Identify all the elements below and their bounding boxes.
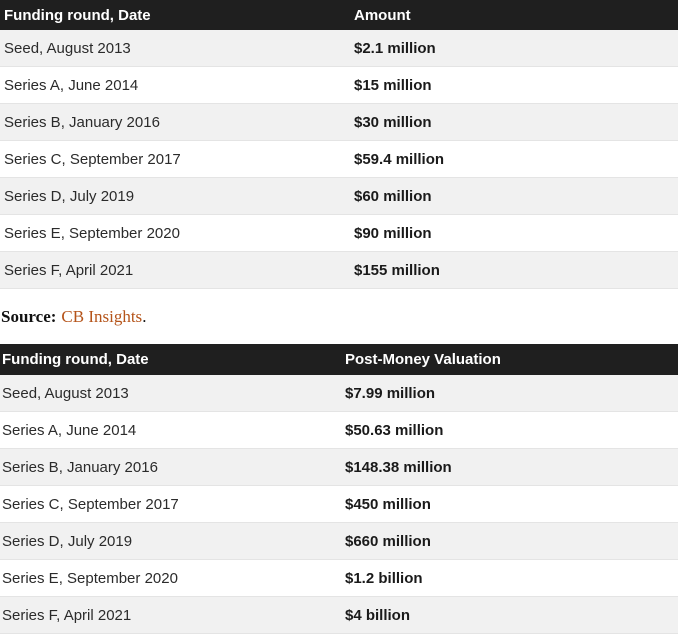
column-header-round-date: Funding round, Date [0,0,350,30]
table-row: Series D, July 2019 $60 million [0,177,678,215]
amount-cell: $30 million [350,103,678,141]
table-row: Series E, September 2020 $1.2 billion [0,559,678,597]
table-header-row: Funding round, Date Post-Money Valuation [0,344,678,375]
round-date-cell: Seed, August 2013 [0,375,343,412]
table-row: Seed, August 2013 $7.99 million [0,375,678,412]
valuation-cell: $4 billion [343,596,678,634]
round-date-cell: Series B, January 2016 [0,448,343,486]
amount-cell: $155 million [350,251,678,289]
source-link[interactable]: CB Insights [61,306,143,326]
round-date-cell: Series D, July 2019 [0,177,350,215]
round-date-cell: Series C, September 2017 [0,485,343,523]
round-date-cell: Series C, September 2017 [0,140,350,178]
table-row: Seed, August 2013 $2.1 million [0,30,678,67]
table-row: Series B, January 2016 $148.38 million [0,448,678,486]
funding-amount-table: Funding round, Date Amount Seed, August … [0,0,678,289]
amount-cell: $2.1 million [350,30,678,67]
table-header-row: Funding round, Date Amount [0,0,678,30]
table-row: Series C, September 2017 $59.4 million [0,140,678,178]
column-header-round-date: Funding round, Date [0,344,343,375]
round-date-cell: Series B, January 2016 [0,103,350,141]
valuation-cell: $50.63 million [343,411,678,449]
source-citation: Source: CB Insights. [0,289,678,344]
table-row: Series E, September 2020 $90 million [0,214,678,252]
round-date-cell: Seed, August 2013 [0,30,350,67]
column-header-amount: Amount [350,0,678,30]
round-date-cell: Series A, June 2014 [0,66,350,104]
table-row: Series A, June 2014 $15 million [0,66,678,104]
valuation-cell: $1.2 billion [343,559,678,597]
round-date-cell: Series E, September 2020 [0,214,350,252]
round-date-cell: Series F, April 2021 [0,596,343,634]
round-date-cell: Series D, July 2019 [0,522,343,560]
valuation-cell: $148.38 million [343,448,678,486]
table-row: Series B, January 2016 $30 million [0,103,678,141]
round-date-cell: Series A, June 2014 [0,411,343,449]
table-row: Series D, July 2019 $660 million [0,522,678,560]
valuation-cell: $450 million [343,485,678,523]
column-header-valuation: Post-Money Valuation [343,344,678,375]
amount-cell: $90 million [350,214,678,252]
table-row: Series F, April 2021 $4 billion [0,596,678,634]
table-row: Series F, April 2021 $155 million [0,251,678,289]
round-date-cell: Series F, April 2021 [0,251,350,289]
valuation-cell: $7.99 million [343,375,678,412]
valuation-cell: $660 million [343,522,678,560]
amount-cell: $59.4 million [350,140,678,178]
amount-cell: $15 million [350,66,678,104]
table-row: Series A, June 2014 $50.63 million [0,411,678,449]
source-label: Source: [1,306,57,326]
amount-cell: $60 million [350,177,678,215]
round-date-cell: Series E, September 2020 [0,559,343,597]
valuation-table: Funding round, Date Post-Money Valuation… [0,344,678,634]
table-row: Series C, September 2017 $450 million [0,485,678,523]
source-trailing-period: . [142,306,147,326]
